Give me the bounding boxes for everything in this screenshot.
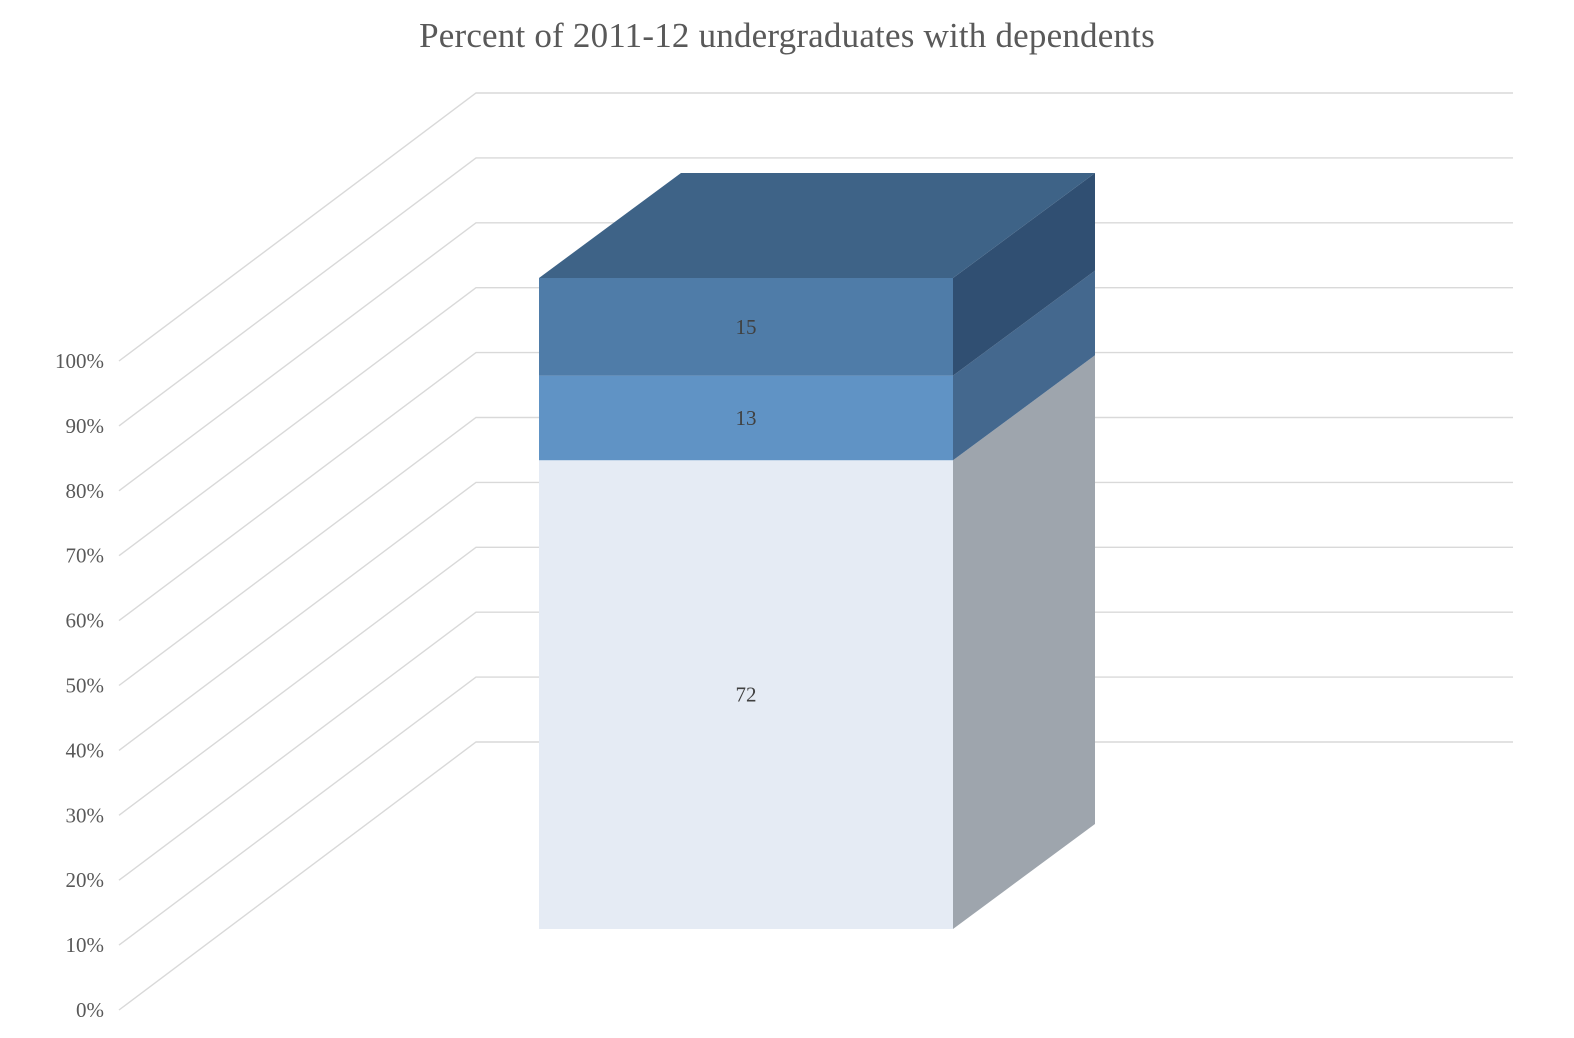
y-axis-tick-label: 0% [76, 998, 104, 1022]
bar-segment-top-side [953, 173, 1095, 376]
data-label-middle: 13 [736, 406, 757, 430]
y-axis-tick-label: 50% [66, 674, 105, 698]
bar-segment-middle-front [539, 375, 953, 461]
y-axis-tick-label: 70% [66, 544, 105, 568]
gridline-60% [118, 351, 1513, 622]
gridline-20% [118, 611, 1513, 881]
data-label-bottom: 72 [736, 683, 757, 707]
gridline-40% [118, 481, 1513, 751]
chart-title: Percent of 2011-12 undergraduates with d… [419, 16, 1155, 55]
y-axis-tick-label: 40% [66, 738, 105, 762]
gridline-80% [118, 222, 1513, 492]
bar-segment-middle-side [953, 270, 1095, 461]
gridline-50% [118, 416, 1513, 687]
gridline-0% [118, 741, 1513, 1011]
gridline-100% [118, 92, 1513, 362]
gridline-30% [118, 546, 1513, 816]
y-axis-tick-label: 80% [66, 479, 105, 503]
bar-segment-top-front [539, 278, 953, 376]
y-axis-tick-label: 100% [55, 349, 104, 373]
gridline-70% [118, 287, 1513, 557]
bar-segment-top-top [539, 173, 1095, 278]
data-label-top: 15 [736, 315, 757, 339]
y-axis-tick-label: 10% [66, 933, 105, 957]
gridline-10% [118, 676, 1513, 946]
y-axis-tick-label: 20% [66, 868, 105, 892]
y-axis-tick-label: 30% [66, 803, 105, 827]
y-axis-tick-label: 90% [66, 414, 105, 438]
bar-segment-bottom-side [953, 355, 1095, 929]
y-axis-tick-label: 60% [66, 609, 105, 633]
gridline-90% [118, 157, 1513, 427]
bar-segment-bottom-front [539, 460, 953, 929]
